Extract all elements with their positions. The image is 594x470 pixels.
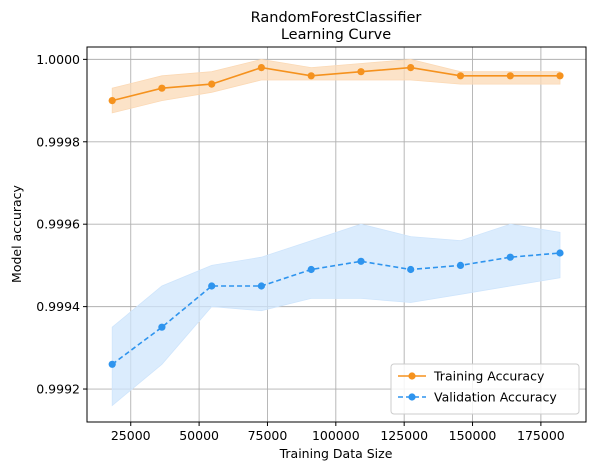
validation-accuracy-line — [111, 252, 561, 365]
legend-label-training: Training Accuracy — [433, 369, 545, 384]
y-tick-label: 0.9992 — [36, 382, 80, 397]
validation-accuracy-point — [407, 265, 415, 274]
y-tick-label: 0.9996 — [36, 217, 80, 232]
legend-swatch-training-marker — [408, 372, 416, 380]
training-accuracy-point — [456, 72, 465, 80]
y-tick-label: 0.9998 — [36, 134, 80, 149]
chart-title: RandomForestClassifier — [251, 10, 422, 26]
validation-accuracy-point — [556, 249, 564, 257]
validation-accuracy-point — [257, 282, 265, 290]
series-lines — [111, 66, 561, 365]
x-axis-label: Training Data Size — [279, 446, 393, 461]
validation-accuracy-point — [307, 265, 315, 274]
training-accuracy-point — [208, 80, 216, 88]
validation-accuracy-point — [158, 323, 166, 331]
legend-swatch-validation-marker — [408, 393, 416, 401]
x-tick-label: 50000 — [179, 428, 219, 443]
training-accuracy-point — [257, 64, 265, 72]
validation-accuracy-point — [357, 257, 365, 265]
x-tick-label: 150000 — [449, 428, 497, 443]
training-accuracy-point — [556, 72, 564, 80]
legend-label-validation: Validation Accuracy — [434, 390, 557, 405]
training-accuracy-point — [108, 97, 116, 105]
legend: Training Accuracy Validation Accuracy — [390, 363, 580, 415]
plot-frame — [86, 46, 587, 423]
y-axis-ticks: 0.9992 0.9994 0.9996 0.9998 1.0000 — [36, 52, 87, 397]
training-accuracy-point — [307, 72, 315, 80]
grid — [87, 47, 586, 422]
validation-accuracy-band — [111, 223, 561, 407]
x-tick-label: 125000 — [380, 428, 428, 443]
training-accuracy-point — [407, 64, 415, 72]
validation-accuracy-point — [456, 261, 465, 269]
x-axis-ticks: 25000 50000 75000 100000 125000 150000 175000 — [111, 422, 565, 443]
y-tick-label: 1.0000 — [36, 52, 80, 67]
x-tick-label: 25000 — [111, 428, 151, 443]
x-tick-label: 100000 — [312, 428, 360, 443]
x-tick-label: 75000 — [248, 428, 288, 443]
confidence-bands — [111, 58, 561, 407]
legend-box — [390, 363, 580, 415]
validation-accuracy-point — [208, 282, 216, 290]
validation-accuracy-point — [506, 253, 514, 261]
x-tick-label: 175000 — [517, 428, 565, 443]
training-accuracy-point — [506, 72, 514, 80]
y-tick-label: 0.9994 — [36, 299, 80, 314]
training-accuracy-band — [111, 58, 561, 114]
validation-accuracy-point — [108, 360, 116, 368]
training-accuracy-line — [112, 66, 560, 102]
y-axis-label: Model accuracy — [9, 184, 24, 283]
series-markers — [108, 64, 564, 368]
training-accuracy-point — [158, 84, 166, 92]
training-accuracy-point — [357, 68, 365, 76]
chart-subtitle: Learning Curve — [281, 27, 391, 43]
